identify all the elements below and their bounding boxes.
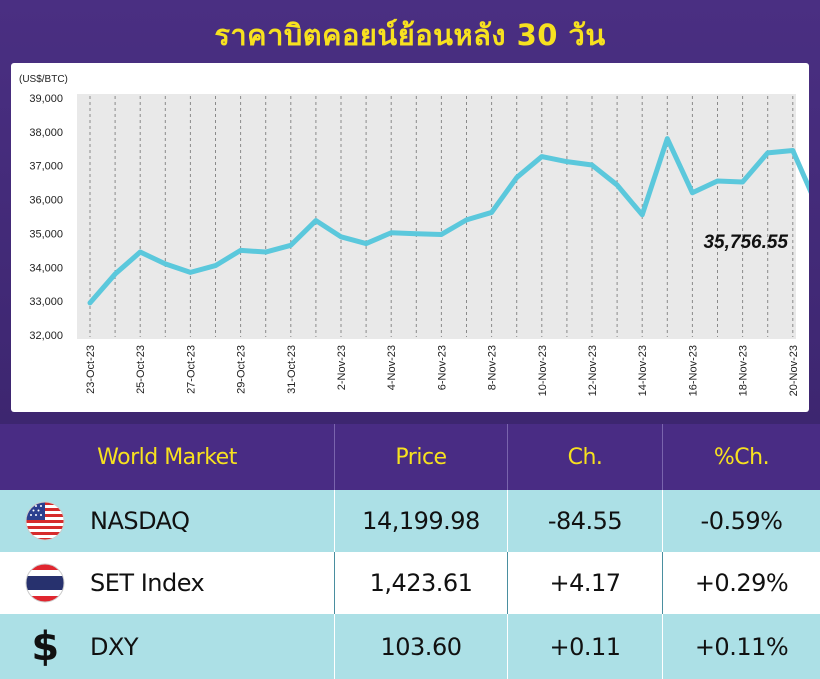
x-tick-label: 27-Oct-23 <box>185 345 197 394</box>
data-point <box>791 148 795 152</box>
us-flag-icon <box>0 490 90 552</box>
data-point <box>389 231 393 235</box>
data-point <box>289 243 293 247</box>
header-pct-change: %Ch. <box>713 444 770 470</box>
plot-background <box>77 94 796 339</box>
x-tick-label: 23-Oct-23 <box>85 345 97 394</box>
data-point <box>615 183 619 187</box>
price-line <box>87 136 809 306</box>
x-tick-label: 6-Nov-23 <box>436 345 448 390</box>
x-tick-label: 25-Oct-23 <box>135 345 147 394</box>
pct-change-cell: +0.11% <box>694 632 789 661</box>
x-tick-label: 18-Nov-23 <box>738 345 750 396</box>
data-point <box>741 180 745 184</box>
market-name: DXY <box>90 632 139 661</box>
data-point <box>640 213 644 217</box>
market-name-cell: NASDAQ <box>0 490 335 552</box>
market-name-cell: $ DXY <box>0 614 335 679</box>
x-tick-label: 14-Nov-23 <box>637 345 649 396</box>
dollar-sign-icon: $ <box>31 623 59 670</box>
y-tick-label: 32,000 <box>29 330 63 342</box>
pct-change-cell: -0.59% <box>700 507 783 535</box>
header-price: Price <box>335 424 508 490</box>
price-cell: 103.60 <box>335 614 508 679</box>
x-tick-label: 4-Nov-23 <box>386 345 398 390</box>
price-cell: 14,199.98 <box>335 490 508 552</box>
last-value-label: 35,756.55 <box>703 232 788 253</box>
data-point <box>439 232 443 236</box>
x-tick-label: 12-Nov-23 <box>587 345 599 396</box>
y-tick-label: 36,000 <box>29 195 63 207</box>
x-tick-label: 29-Oct-23 <box>236 345 248 394</box>
x-tick-label: 20-Nov-23 <box>788 345 800 396</box>
market-name: NASDAQ <box>90 507 190 535</box>
chart-panel: ราคาบิตคอยน์ย้อนหลัง 30 วัน (US$/BTC) 39,… <box>0 0 820 424</box>
y-tick-label: 33,000 <box>29 296 63 308</box>
data-point <box>163 262 167 266</box>
chart-area: (US$/BTC) 39,000 38,000 37,000 36,000 35,000 3… <box>11 63 809 412</box>
x-tick-label: 10-Nov-23 <box>537 345 549 396</box>
table-header: World Market Price Ch. %Ch. <box>0 424 820 490</box>
price-chart: (US$/BTC) 39,000 38,000 37,000 36,000 35,000 3… <box>19 74 809 396</box>
table-row: NASDAQ 14,199.98 -84.55 -0.59% <box>0 490 820 552</box>
change-cell: +4.17 <box>508 552 663 614</box>
data-point <box>515 176 519 180</box>
price-cell: 1,423.61 <box>335 552 508 614</box>
pct-change-cell: +0.29% <box>694 569 789 597</box>
data-point <box>264 250 268 254</box>
table-row: SET Index 1,423.61 +4.17 +0.29% <box>0 552 820 614</box>
change-cell: -84.55 <box>508 490 663 552</box>
header-change: Ch. <box>508 424 663 490</box>
data-point <box>214 264 217 268</box>
data-point <box>138 250 142 254</box>
y-tick-label: 39,000 <box>29 93 63 105</box>
data-point <box>113 272 117 276</box>
market-name: SET Index <box>90 569 205 597</box>
x-tick-label: 8-Nov-23 <box>487 345 499 390</box>
data-point <box>239 248 243 252</box>
data-point <box>414 232 418 236</box>
chart-title: ราคาบิตคอยน์ย้อนหลัง 30 วัน <box>214 18 606 52</box>
data-point <box>540 155 544 159</box>
data-point <box>665 137 669 141</box>
change-cell: +0.11 <box>508 614 663 679</box>
data-point <box>339 235 343 239</box>
y-tick-label: 38,000 <box>29 127 63 139</box>
data-point <box>465 218 468 222</box>
y-tick-label: 37,000 <box>29 161 63 173</box>
thai-flag-icon <box>0 552 90 614</box>
data-point <box>188 270 192 274</box>
x-tick-label: 31-Oct-23 <box>286 345 298 394</box>
x-tick-label: 16-Nov-23 <box>687 345 699 396</box>
data-point <box>314 219 318 223</box>
data-point <box>690 191 694 195</box>
y-unit-label: (US$/BTC) <box>19 74 68 85</box>
data-point <box>766 151 770 155</box>
header-world-market: World Market <box>0 424 335 490</box>
data-point <box>565 160 569 164</box>
market-name-cell: SET Index <box>0 552 335 614</box>
y-tick-label: 35,000 <box>29 228 63 240</box>
x-tick-label: 2-Nov-23 <box>336 345 348 390</box>
world-market-table: World Market Price Ch. %Ch. <box>0 424 820 679</box>
data-point <box>364 242 368 246</box>
data-point <box>590 163 594 167</box>
table-row: $ DXY 103.60 +0.11 +0.11% <box>0 614 820 679</box>
data-point <box>490 210 494 214</box>
y-tick-label: 34,000 <box>29 262 63 274</box>
data-point <box>716 179 719 183</box>
data-point <box>88 301 92 305</box>
